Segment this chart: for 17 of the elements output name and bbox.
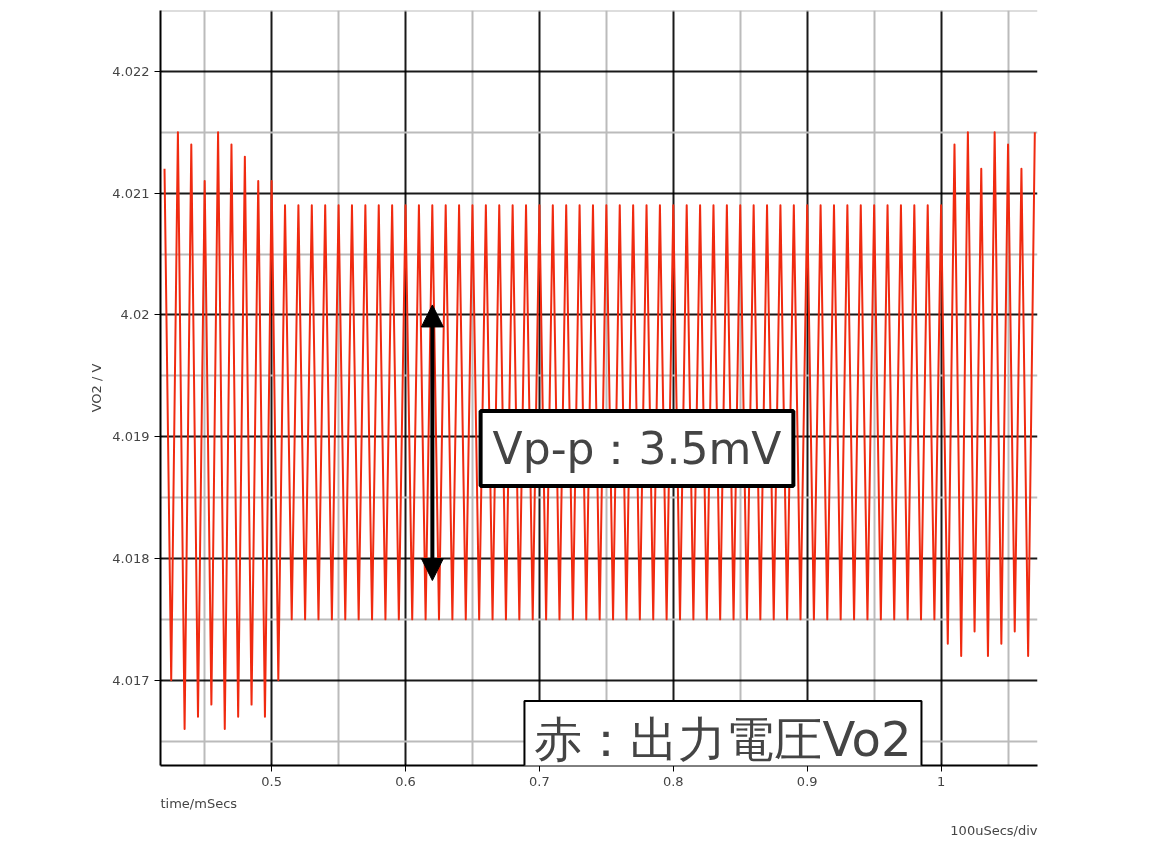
x-tick-label: 0.7: [529, 773, 550, 789]
x-axis-title: time/mSecs: [160, 795, 238, 811]
x-tick-label: 0.9: [796, 773, 818, 789]
x-tick-label: 1: [936, 773, 946, 789]
y-tick-label: 4.021: [112, 185, 150, 201]
annotation: Vp-p：3.5mV: [492, 422, 782, 474]
y-tick-label: 4.017: [112, 672, 150, 688]
x-tick-label: 0.5: [261, 773, 282, 789]
text: 100uSecs/div: [950, 822, 1038, 838]
y-tick-label: 4.02: [120, 307, 150, 323]
y-tick-label: 4.022: [112, 63, 150, 79]
x-tick-label: 0.6: [395, 773, 416, 789]
x-tick-label: 0.8: [662, 773, 684, 789]
y-tick-label: 4.019: [112, 429, 150, 445]
y-tick-label: 4.018: [112, 550, 150, 566]
annotation: 赤：出力電圧Vo2: [534, 711, 912, 768]
y-axis-title: VO2 / V: [89, 363, 105, 413]
